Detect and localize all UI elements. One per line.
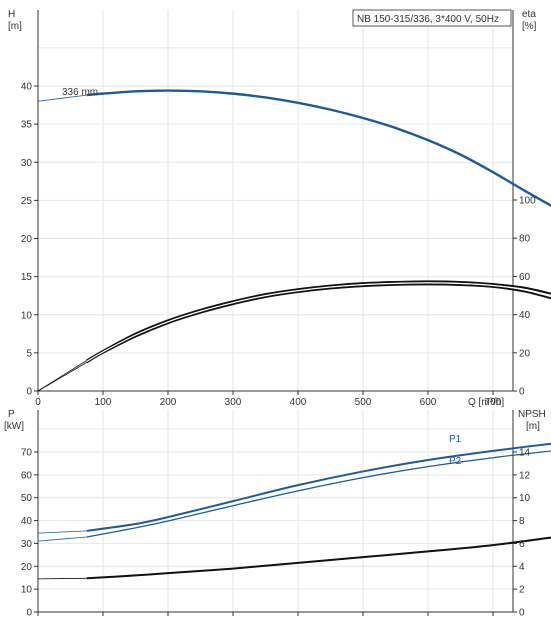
p-axis-label-line2: [kW] — [4, 421, 24, 432]
y-tick-label: 20 — [21, 562, 33, 573]
y2-tick-label: 20 — [519, 348, 531, 359]
curve-label: 336 mm — [62, 87, 98, 98]
axis-layer — [34, 10, 517, 616]
x-tick-label: 500 — [355, 397, 372, 408]
p-axis-label-line1: P — [8, 409, 15, 420]
y-axis-label-line2: [m] — [8, 21, 22, 32]
y-tick-label: 35 — [21, 120, 33, 131]
y-axis-label-line1: H — [8, 9, 15, 20]
y-tick-label: 5 — [26, 348, 32, 359]
y-tick-label: 15 — [21, 272, 33, 283]
y2-tick-label: 8 — [519, 516, 525, 527]
y2-axis-label-line2: [%] — [522, 21, 537, 32]
x-tick-label: 100 — [95, 397, 112, 408]
x-tick-label: 600 — [420, 397, 437, 408]
eta-inner-line — [86, 283, 551, 364]
y2-tick-label: 0 — [519, 608, 525, 619]
x-axis-label: Q [m³/h] — [468, 397, 504, 408]
grid-layer — [38, 10, 513, 612]
p1-line — [86, 442, 551, 532]
y-tick-label: 0 — [26, 608, 32, 619]
series-label-p1: P1 — [449, 434, 462, 445]
eta-outer-line — [86, 280, 551, 362]
y2-tick-label: 12 — [519, 470, 531, 481]
y2-tick-label: 60 — [519, 272, 531, 283]
y2-tick-label: 6 — [519, 539, 525, 550]
npsh-axis-label-line2: [m] — [526, 421, 540, 432]
label-layer: 0510152025303540020406080100010203040506… — [21, 82, 536, 619]
head-line-extrapolated — [37, 94, 87, 102]
p2-line — [86, 450, 551, 538]
y2-tick-label: 4 — [519, 562, 525, 573]
eta-inner-line-extrapolated — [37, 362, 87, 392]
y-tick-label: 60 — [21, 470, 33, 481]
x-tick-label: 200 — [160, 397, 177, 408]
x-tick-label: 700 — [485, 397, 502, 408]
y2-tick-label: 2 — [519, 585, 525, 596]
y2-tick-label: 80 — [519, 234, 531, 245]
y-tick-label: 10 — [21, 585, 33, 596]
y-tick-label: 50 — [21, 493, 33, 504]
y-tick-label: 70 — [21, 448, 33, 459]
chart-title: NB 150-315/336, 3*400 V, 50Hz — [357, 14, 499, 25]
y-tick-label: 30 — [21, 539, 33, 550]
title-box — [352, 9, 512, 27]
y-tick-label: 30 — [21, 158, 33, 169]
y2-axis-label-line1: eta — [522, 9, 536, 20]
y-tick-label: 20 — [21, 234, 33, 245]
y2-tick-label: 0 — [519, 387, 525, 398]
npsh-line — [86, 536, 551, 580]
y-tick-label: 40 — [21, 516, 33, 527]
y-tick-label: 10 — [21, 310, 33, 321]
p2-line-extrapolated — [37, 536, 87, 542]
y2-tick-label: 100 — [519, 196, 536, 207]
p1-line-extrapolated — [37, 530, 87, 534]
head-line — [86, 89, 551, 207]
eta-separator-line — [86, 282, 551, 362]
x-tick-label: 0 — [35, 397, 41, 408]
x-tick-label: 400 — [290, 397, 307, 408]
series-layer — [37, 89, 551, 580]
series-label-p2: P2 — [449, 456, 462, 467]
x-tick-label: 300 — [225, 397, 242, 408]
y2-tick-label: 14 — [519, 448, 531, 459]
y-tick-label: 40 — [21, 82, 33, 93]
npsh-axis-label-line1: NPSH — [518, 409, 546, 420]
npsh-line-extrapolated — [37, 577, 87, 580]
y2-tick-label: 10 — [519, 493, 531, 504]
y-tick-label: 0 — [26, 387, 32, 398]
y2-tick-label: 40 — [519, 310, 531, 321]
y-tick-label: 25 — [21, 196, 33, 207]
